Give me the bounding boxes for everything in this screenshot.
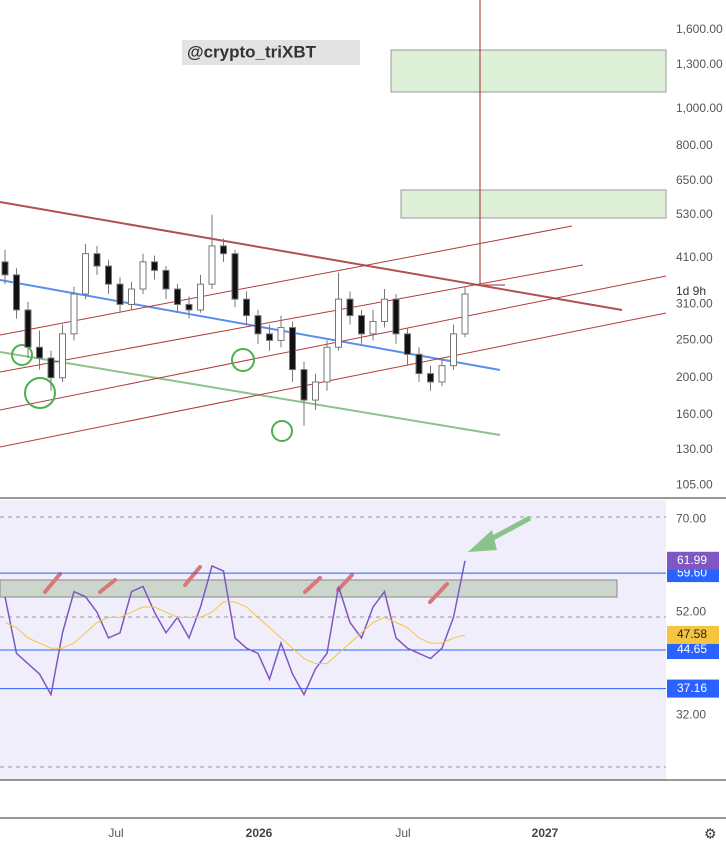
series-line [4,560,466,697]
trend-lines [0,201,667,448]
price-tag-label: 37.16 [677,681,707,695]
candle-body [93,253,101,267]
candle-body [116,283,124,305]
candle-body [335,298,342,348]
y-tick-label: 32.00 [676,707,706,721]
price-tag-label: 47.58 [677,627,707,641]
price-tag-bg [667,641,719,660]
y-tick-label: 200.00 [676,370,713,384]
candle-body [151,261,158,271]
price-tag-bg [667,551,719,570]
candle-body [36,346,43,359]
candle-body [1,261,9,276]
y-tick-label: 310.00 [676,297,713,311]
candle-body [323,346,331,383]
candle-body [220,245,227,255]
y-tick-label: 650.00 [676,173,713,187]
price-tag: 37.16 [667,679,719,698]
y-tick-label: 70.00 [676,512,706,526]
candle-body [277,327,285,341]
arrow [468,515,532,552]
circles [11,344,293,442]
y-tick-label: 105.00 [676,478,713,492]
candle-body [82,253,89,295]
candle-body [105,265,112,285]
settings-icon[interactable]: ⚙ [704,826,717,842]
candle-body [13,274,20,311]
hammers [43,565,449,604]
x-tick-label: 2026 [246,826,273,840]
y-tick-label: 1,300.00 [676,57,723,71]
candle-body [70,293,78,335]
candle-body [254,315,262,335]
candle-body [185,303,193,311]
candle-body [162,269,170,290]
price-tag: 44.65 [667,641,719,660]
y-tick-label: 130.00 [676,442,713,456]
price-tag-label: 61.99 [677,553,707,567]
price-tag: 47.58 [667,625,719,644]
candle-body [369,320,377,335]
candle-body [139,261,147,290]
candle-body [47,357,55,379]
candle-body [346,298,354,317]
candle-body [128,288,135,305]
candle-body [415,353,423,375]
candle-body [450,333,457,367]
y-tick-label: 1,600.00 [676,22,723,36]
price-tag: 61.99 [667,551,719,570]
candle-body [197,283,204,311]
candle-body [392,298,400,335]
candle-body [208,245,216,285]
candle-body [312,381,319,401]
y-tick-label: 410.00 [676,250,713,264]
zone [400,189,667,219]
candle-body [266,333,273,341]
price-tag-bg [667,625,719,644]
price-tag-label: 44.65 [677,642,707,656]
candle-body [438,365,446,383]
watermark-bg [182,40,360,65]
x-tick-label: 2027 [532,826,559,840]
candle-body [243,298,250,317]
countdown: 1d 9h [676,284,706,298]
candle-body [404,333,411,355]
candle-body [231,253,239,300]
y-tick-label: 160.00 [676,407,713,421]
y-tick-label: 250.00 [676,333,713,347]
candle-body [300,369,308,401]
zone [390,49,667,93]
candle-body [289,327,296,371]
candle-body [358,315,365,335]
candle-body [427,373,434,383]
y-tick-label: 800.00 [676,138,713,152]
y-tick-label: 530.00 [676,207,713,221]
x-tick-label: Jul [395,826,410,840]
price-tag-bg [667,679,719,698]
candle-body [24,309,32,348]
x-tick-label: Jul [108,826,123,840]
candle-body [381,298,388,322]
candle-body [59,333,66,379]
series-line [4,601,466,665]
candle-body [461,293,469,335]
rsi-background [0,500,666,780]
y-tick-label: 1,000.00 [676,101,723,115]
rsi-bands [0,516,666,768]
watermark: @crypto_triXBT [187,42,317,61]
y-tick-label: 52.00 [676,604,706,618]
candle-body [174,288,181,305]
